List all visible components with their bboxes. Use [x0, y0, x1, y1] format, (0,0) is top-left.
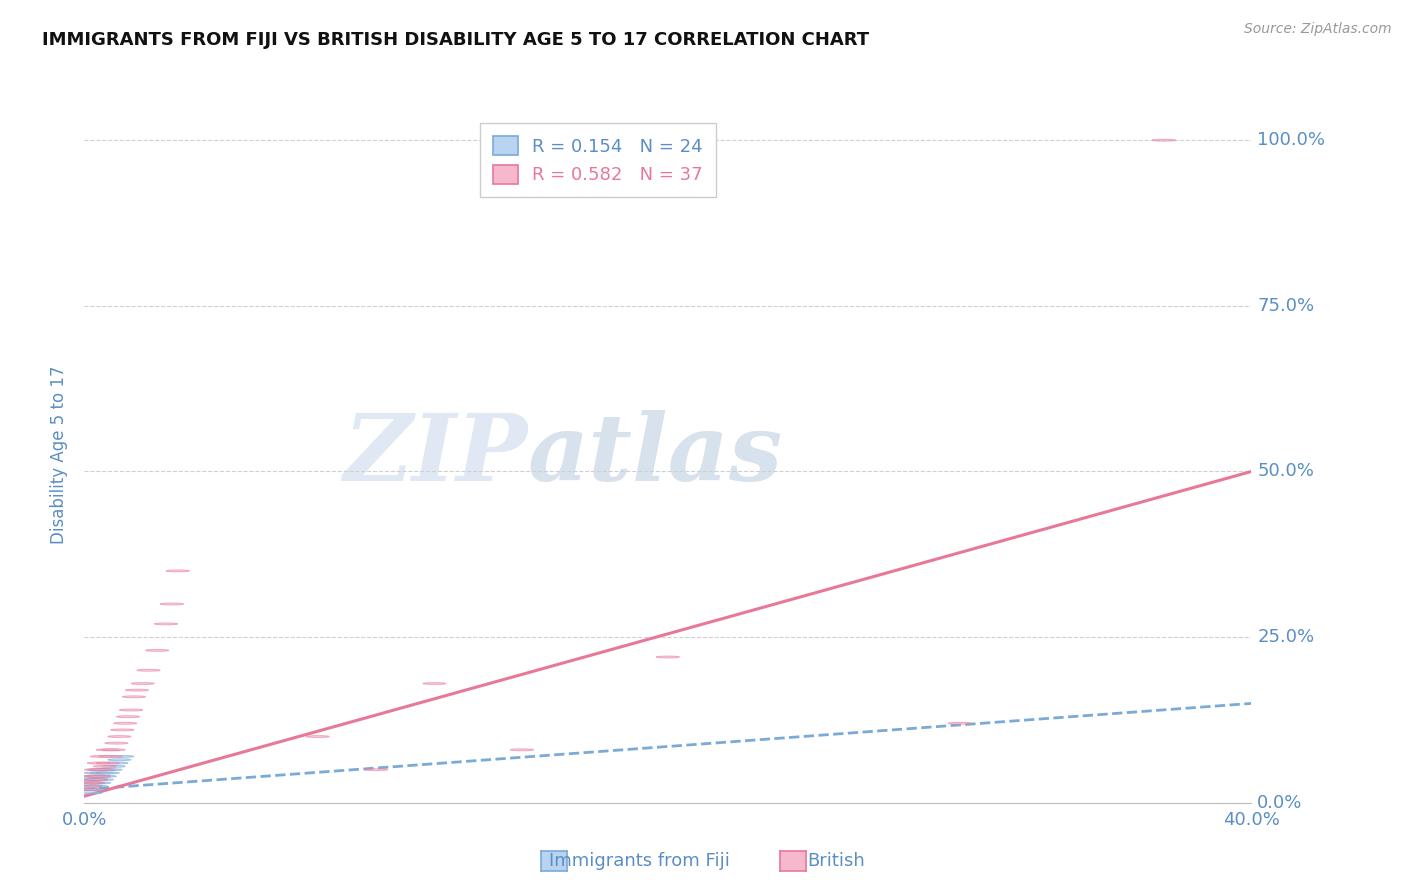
Ellipse shape	[108, 759, 131, 761]
Ellipse shape	[117, 715, 139, 717]
Ellipse shape	[136, 669, 160, 671]
Ellipse shape	[90, 772, 114, 774]
Y-axis label: Disability Age 5 to 17: Disability Age 5 to 17	[51, 366, 69, 544]
Text: 100.0%: 100.0%	[1257, 131, 1326, 149]
Ellipse shape	[114, 723, 136, 724]
Ellipse shape	[111, 729, 134, 731]
Ellipse shape	[105, 762, 128, 764]
Text: atlas: atlas	[527, 410, 783, 500]
Ellipse shape	[87, 762, 111, 764]
Text: British: British	[807, 852, 866, 870]
Ellipse shape	[87, 775, 111, 777]
Ellipse shape	[87, 769, 111, 771]
Ellipse shape	[79, 785, 101, 787]
Ellipse shape	[84, 779, 108, 780]
Ellipse shape	[948, 723, 972, 724]
Ellipse shape	[146, 649, 169, 651]
Ellipse shape	[96, 749, 120, 751]
Ellipse shape	[98, 769, 122, 771]
Ellipse shape	[82, 775, 105, 777]
Ellipse shape	[101, 749, 125, 751]
Ellipse shape	[307, 736, 329, 738]
Ellipse shape	[166, 570, 190, 572]
Ellipse shape	[79, 782, 101, 784]
Text: 0.0%: 0.0%	[1257, 794, 1302, 812]
Ellipse shape	[93, 765, 117, 767]
Ellipse shape	[82, 789, 105, 790]
Ellipse shape	[82, 775, 105, 777]
Ellipse shape	[93, 769, 117, 771]
Ellipse shape	[76, 789, 98, 790]
Text: Immigrants from Fiji: Immigrants from Fiji	[550, 852, 730, 870]
Ellipse shape	[423, 682, 446, 684]
Ellipse shape	[84, 785, 108, 787]
Ellipse shape	[98, 756, 122, 757]
Ellipse shape	[657, 657, 679, 658]
Ellipse shape	[96, 762, 120, 764]
Ellipse shape	[125, 690, 149, 691]
Text: 75.0%: 75.0%	[1257, 297, 1315, 315]
Ellipse shape	[76, 789, 98, 790]
Ellipse shape	[1152, 139, 1175, 141]
Ellipse shape	[82, 782, 105, 784]
Ellipse shape	[122, 696, 146, 698]
Ellipse shape	[87, 782, 111, 784]
Ellipse shape	[79, 779, 101, 780]
Text: 25.0%: 25.0%	[1257, 628, 1315, 646]
Text: IMMIGRANTS FROM FIJI VS BRITISH DISABILITY AGE 5 TO 17 CORRELATION CHART: IMMIGRANTS FROM FIJI VS BRITISH DISABILI…	[42, 31, 869, 49]
Ellipse shape	[82, 782, 105, 784]
Ellipse shape	[510, 749, 534, 751]
Ellipse shape	[111, 756, 134, 757]
Ellipse shape	[105, 742, 128, 744]
Text: ZIP: ZIP	[343, 410, 527, 500]
Ellipse shape	[155, 623, 177, 624]
Ellipse shape	[90, 779, 114, 780]
Ellipse shape	[79, 792, 101, 794]
Ellipse shape	[160, 603, 184, 605]
Ellipse shape	[101, 765, 125, 767]
Ellipse shape	[108, 736, 131, 738]
Ellipse shape	[90, 769, 114, 771]
Ellipse shape	[84, 772, 108, 774]
Ellipse shape	[131, 682, 155, 684]
Legend: R = 0.154   N = 24, R = 0.582   N = 37: R = 0.154 N = 24, R = 0.582 N = 37	[479, 123, 716, 197]
Ellipse shape	[79, 785, 101, 787]
Ellipse shape	[364, 769, 388, 771]
Ellipse shape	[93, 775, 117, 777]
Ellipse shape	[120, 709, 143, 711]
Ellipse shape	[84, 779, 108, 780]
Ellipse shape	[87, 775, 111, 777]
Ellipse shape	[76, 782, 98, 784]
Text: Source: ZipAtlas.com: Source: ZipAtlas.com	[1244, 22, 1392, 37]
Ellipse shape	[84, 769, 108, 771]
Ellipse shape	[96, 772, 120, 774]
Ellipse shape	[90, 756, 114, 757]
Text: 50.0%: 50.0%	[1257, 462, 1315, 481]
